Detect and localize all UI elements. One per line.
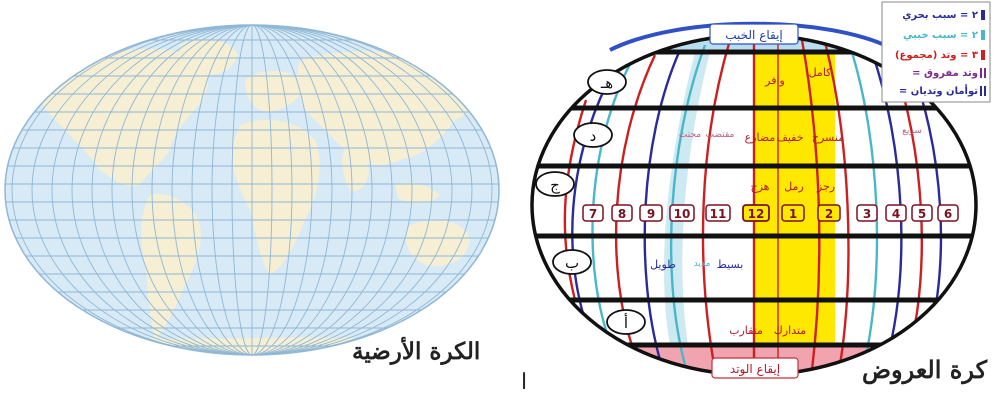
- meter-kamil: كامل: [809, 66, 833, 79]
- arud-globe-caption: كرة العروض: [862, 355, 988, 384]
- number-7: 7: [589, 207, 597, 221]
- number-5: 5: [918, 207, 926, 221]
- meter-wafir: وافر: [764, 74, 785, 87]
- meter-ramal: رمل: [784, 180, 804, 193]
- earth-globe-caption: الكرة الأرضية: [352, 338, 481, 365]
- number-6: 6: [944, 207, 952, 221]
- legend-twin-watad: = توأمان وتديان: [899, 84, 978, 97]
- band-label-alif: أ: [624, 313, 628, 332]
- indonesia: [395, 183, 440, 203]
- legend: ٢ = سبب بحري ٢ = سبب خببي ٣ = وتد (مجموع…: [881, 1, 991, 103]
- meter-munsarih: منسرح: [812, 131, 844, 144]
- legend-sabab-bahri: ٢ = سبب بحري: [902, 10, 978, 21]
- number-3: 3: [863, 207, 871, 221]
- africa: [231, 120, 320, 275]
- legend-sabab-khababi: ٢ = سبب خببي: [903, 30, 978, 41]
- bottom-cap-label: إيقاع الوتد: [730, 362, 780, 377]
- meter-mutadarik: متدارك: [774, 324, 807, 337]
- number-9: 9: [647, 207, 655, 221]
- alif-mark: ا: [521, 370, 528, 395]
- number-4: 4: [892, 207, 900, 221]
- number-2: 2: [825, 207, 833, 221]
- meter-mudari: مضارع: [745, 131, 776, 144]
- number-12: 12: [748, 207, 765, 221]
- band-label-ba: ب: [565, 254, 579, 272]
- north-america: [39, 49, 209, 187]
- band-label-dal: د: [590, 127, 597, 145]
- meter-basit: بسيط: [717, 258, 744, 271]
- meter-madid: مديد: [694, 259, 711, 269]
- number-8: 8: [618, 207, 626, 221]
- legend-watad-mafruq: = وتد مفروق: [912, 68, 978, 79]
- south-america: [141, 194, 201, 340]
- india: [342, 150, 369, 192]
- meter-mujtathth: مجتث: [679, 130, 701, 140]
- center-yellow-band: [753, 52, 835, 345]
- arud-globe-diagram: إيقاع الخبب إيقاع الوتد هـ د ج ب أ 7 8 9…: [530, 1, 991, 379]
- meter-hazaj: هزج: [751, 180, 770, 193]
- meter-tawil: طويل: [650, 258, 676, 271]
- number-1: 1: [789, 207, 797, 221]
- number-10: 10: [674, 207, 691, 221]
- cyan-lune: [664, 52, 710, 345]
- greenland: [179, 39, 238, 76]
- band-label-he: هـ: [600, 74, 613, 92]
- europe: [245, 70, 305, 112]
- band-label-jim: ج: [550, 176, 560, 195]
- meter-khafif: خفيف: [776, 131, 803, 144]
- number-11: 11: [710, 207, 727, 221]
- meter-sari: سريع: [902, 126, 922, 136]
- meter-mutaqarib: متقارب: [729, 324, 763, 337]
- top-cap-label: إيقاع الخبب: [725, 28, 783, 42]
- legend-watad-majmu: ٣ = وتد (مجموع): [895, 50, 978, 61]
- meter-rajaz: رجز: [816, 180, 835, 193]
- world-globe-map: [4, 24, 500, 356]
- meter-muqtadab: مقتضب: [706, 130, 735, 140]
